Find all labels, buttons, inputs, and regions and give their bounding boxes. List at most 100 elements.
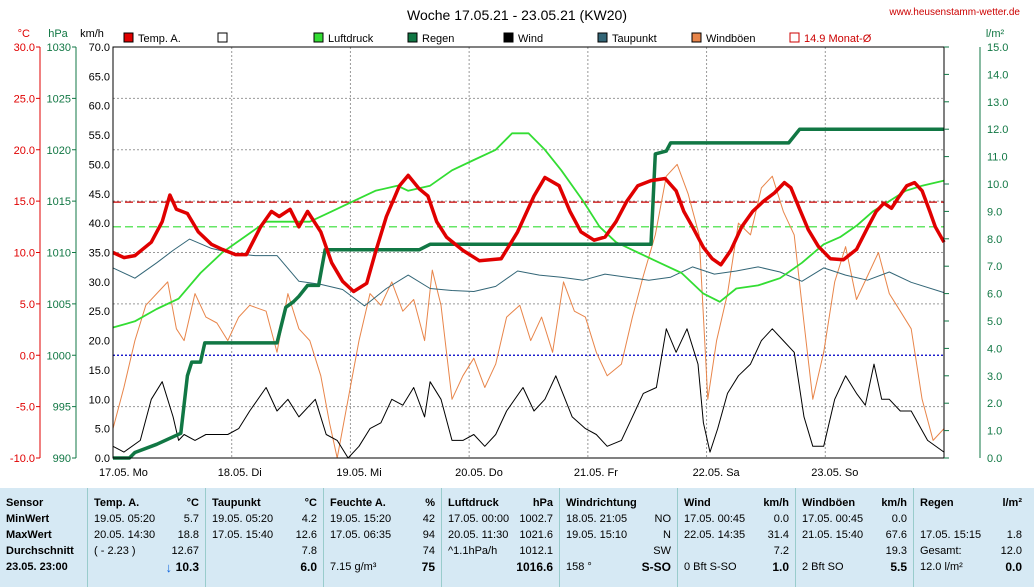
legend-swatch bbox=[217, 32, 228, 43]
gust-avg-val: 19.3 bbox=[885, 545, 907, 557]
wind-max-time: 22.05. 14:35 bbox=[684, 529, 746, 541]
legend-swatch bbox=[407, 32, 418, 43]
dew-current: 6.0 bbox=[300, 560, 317, 574]
temp-current: 10.3 bbox=[175, 560, 199, 574]
press-min-time: 17.05. 00:00 bbox=[448, 513, 510, 525]
rain-tick-label: 7.0 bbox=[987, 261, 1002, 273]
legend-swatch bbox=[503, 32, 514, 43]
rain-tick-label: 12.0 bbox=[987, 124, 1008, 136]
temp-unit-label: °C bbox=[186, 497, 199, 509]
dew-max-val: 12.6 bbox=[295, 529, 317, 541]
temp-max-val: 18.8 bbox=[177, 529, 199, 541]
gust-min-val: 0.0 bbox=[891, 513, 907, 525]
gust-title: Windböen bbox=[802, 497, 856, 509]
kmh-tick-label: 45.0 bbox=[89, 189, 110, 201]
hpa-tick-label: 1005 bbox=[47, 299, 71, 311]
kmh-tick-label: 50.0 bbox=[89, 159, 110, 171]
gust-min-time: 17.05. 00:45 bbox=[802, 513, 864, 525]
legend-label: Wind bbox=[518, 33, 543, 45]
press-trend-note: ^1.1hPa/h bbox=[448, 545, 498, 557]
temp-min-val: 5.7 bbox=[183, 513, 199, 525]
col-wind-direction: Windrichtung 18.05. 21:05 NO 19.05. 15:1… bbox=[560, 488, 678, 587]
press-current: 1016.6 bbox=[516, 560, 553, 574]
day-label: 17.05. Mo bbox=[99, 467, 148, 479]
dew-min-val: 4.2 bbox=[301, 513, 317, 525]
temp-title: Temp. A. bbox=[94, 497, 140, 509]
temp-avg-val: 12.67 bbox=[171, 545, 199, 557]
temp-tick-label: -5.0 bbox=[16, 402, 35, 414]
temp-tick-label: 30.0 bbox=[14, 42, 35, 54]
kmh-tick-label: 5.0 bbox=[95, 424, 110, 436]
press-min-val: 1002.7 bbox=[519, 513, 553, 525]
rain-tick-label: 10.0 bbox=[987, 179, 1008, 191]
col-humidity: Feuchte A. % 19.05. 15:20 42 17.05. 06:3… bbox=[324, 488, 442, 587]
label-current: 23.05. 23:00 bbox=[6, 561, 68, 573]
temp-unit: °C bbox=[18, 28, 30, 40]
site-url: www.heusenstamm-wetter.de bbox=[888, 7, 1020, 18]
col-rain: Regen l/m² 17.05. 15:15 1.8 Gesamt: 12.0… bbox=[914, 488, 1028, 587]
rain-tick-label: 9.0 bbox=[987, 206, 1002, 218]
kmh-tick-label: 65.0 bbox=[89, 71, 110, 83]
day-label: 23.05. So bbox=[811, 467, 858, 479]
temp-avg-note: ( - 2.23 ) bbox=[94, 545, 136, 557]
col-dewpoint: Taupunkt °C 19.05. 05:20 4.2 17.05. 15:4… bbox=[206, 488, 324, 587]
rain-tick-label: 13.0 bbox=[987, 97, 1008, 109]
hpa-tick-label: 1000 bbox=[47, 350, 71, 362]
trend-down-icon: ↓ bbox=[165, 560, 173, 575]
label-avg: Durchschnitt bbox=[6, 545, 74, 557]
day-label: 19.05. Mi bbox=[336, 467, 381, 479]
humid-min-val: 42 bbox=[422, 513, 435, 525]
press-avg-val: 1012.1 bbox=[519, 545, 553, 557]
temp-tick-label: 10.0 bbox=[14, 248, 35, 260]
temp-tick-label: 15.0 bbox=[14, 196, 35, 208]
humid-current: 75 bbox=[421, 560, 435, 574]
wind-max-val: 31.4 bbox=[767, 529, 789, 541]
press-title: Luftdruck bbox=[448, 497, 499, 509]
day-label: 22.05. Sa bbox=[693, 467, 741, 479]
wind-title: Wind bbox=[684, 497, 711, 509]
kmh-tick-label: 70.0 bbox=[89, 42, 110, 54]
day-label: 20.05. Do bbox=[455, 467, 503, 479]
dew-avg-val: 7.8 bbox=[301, 545, 317, 557]
wdir-min-val: NO bbox=[654, 513, 672, 525]
wind-avg-val: 7.2 bbox=[773, 545, 789, 557]
gust-current: 5.5 bbox=[890, 560, 907, 574]
hpa-tick-label: 995 bbox=[53, 402, 71, 414]
series-wind bbox=[112, 328, 945, 459]
rain-current: 0.0 bbox=[1005, 560, 1022, 574]
rain-tick-label: 5.0 bbox=[987, 316, 1002, 328]
hpa-tick-label: 1015 bbox=[47, 196, 71, 208]
kmh-tick-label: 15.0 bbox=[89, 365, 110, 377]
press-max-time: 20.05. 11:30 bbox=[448, 529, 509, 541]
series-temp-a- bbox=[112, 173, 946, 294]
gust-max-time: 21.05. 15:40 bbox=[802, 529, 864, 541]
kmh-tick-label: 30.0 bbox=[89, 277, 110, 289]
rain-tick-label: 2.0 bbox=[987, 398, 1002, 410]
legend-label: Taupunkt bbox=[612, 33, 657, 45]
kmh-tick-label: 20.0 bbox=[89, 336, 110, 348]
hpa-tick-label: 1025 bbox=[47, 93, 71, 105]
reference-lines bbox=[113, 201, 944, 356]
chart-legend: Temp. A. Luftdruck Regen Wind Taupunkt Windbö… bbox=[123, 32, 872, 45]
label-min: MinWert bbox=[6, 513, 50, 525]
series-windb-en bbox=[112, 163, 945, 459]
dew-unit-label: °C bbox=[304, 497, 317, 509]
col-gusts: Windböen km/h 17.05. 00:45 0.0 21.05. 15… bbox=[796, 488, 914, 587]
col-wind: Wind km/h 17.05. 00:45 0.0 22.05. 14:35 … bbox=[678, 488, 796, 587]
temp-tick-label: -10.0 bbox=[10, 453, 35, 465]
kmh-tick-label: 55.0 bbox=[89, 130, 110, 142]
rain-current-note: 12.0 l/m² bbox=[920, 561, 963, 573]
wdir-current-note: 158 ° bbox=[566, 561, 592, 573]
wind-unit-label: km/h bbox=[763, 497, 789, 509]
wdir-max-time: 19.05. 15:10 bbox=[566, 529, 628, 541]
hpa-unit: hPa bbox=[48, 28, 68, 40]
chart-grid bbox=[113, 47, 944, 458]
weather-chart: 30.0 25.0 20.0 15.0 10.0 5.0 0.0 -5.0 -10.0 1030 1… bbox=[10, 7, 1021, 479]
humid-avg-val: 74 bbox=[422, 545, 435, 557]
temp-tick-label: 20.0 bbox=[14, 145, 35, 157]
temp-tick-label: 5.0 bbox=[20, 299, 35, 311]
hpa-tick-label: 1020 bbox=[47, 145, 71, 157]
wdir-current: S-SO bbox=[641, 560, 671, 574]
humid-title: Feuchte A. bbox=[330, 497, 386, 509]
rain-title: Regen bbox=[920, 497, 954, 509]
